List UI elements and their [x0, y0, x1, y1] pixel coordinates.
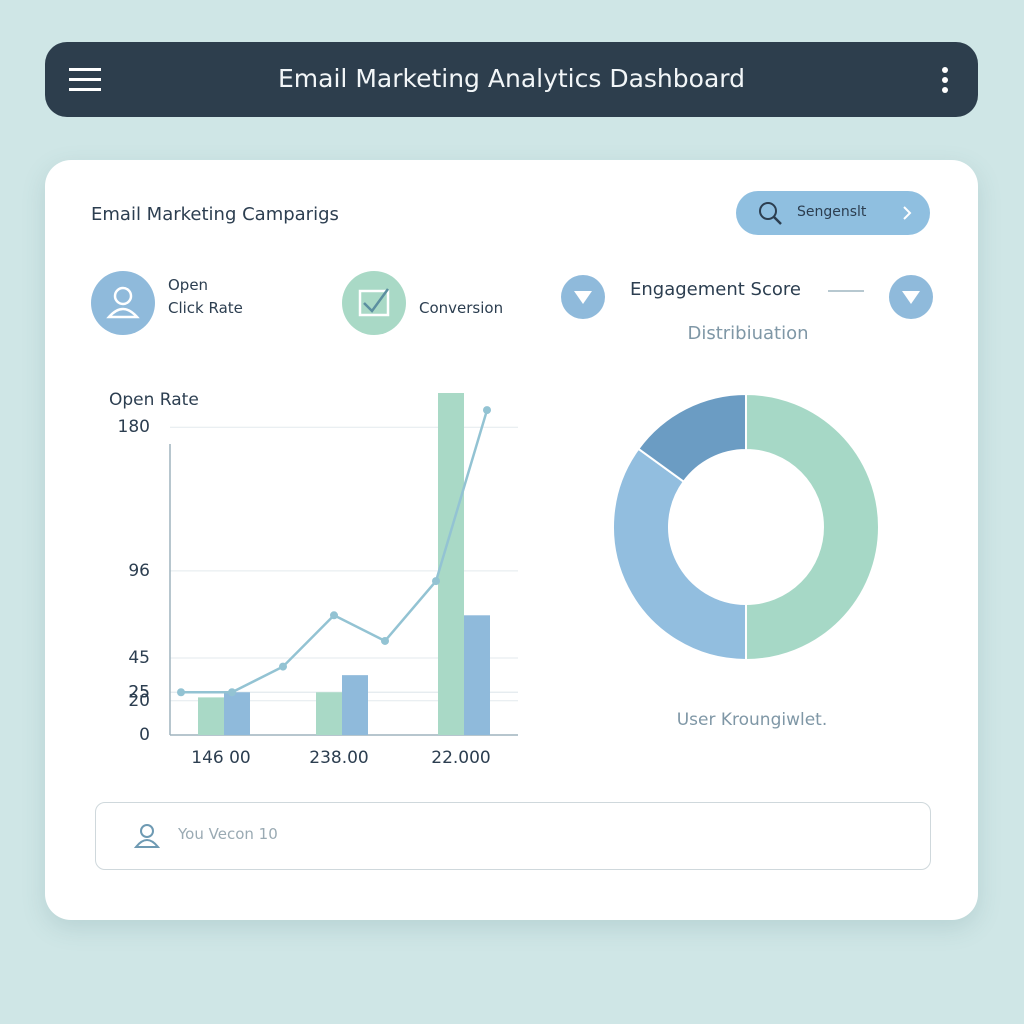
card-title: Email Marketing Camparigs: [91, 204, 339, 225]
metric-label: Conversion: [419, 299, 504, 317]
divider: [828, 290, 864, 292]
dropdown-button[interactable]: [561, 275, 605, 319]
metric-label: Engagement Score: [630, 279, 801, 300]
user-icon: [134, 824, 160, 848]
search-icon: [759, 202, 782, 225]
metric-label: Click Rate: [168, 299, 243, 317]
metric-label: Open: [168, 276, 209, 294]
dropdown-button[interactable]: [889, 275, 933, 319]
text-input[interactable]: You Vecon 10: [95, 802, 931, 870]
input-placeholder: You Vecon 10: [178, 825, 278, 843]
search-button[interactable]: Sengenslt: [736, 191, 930, 235]
menu-icon[interactable]: [69, 68, 103, 92]
header-bar: Email Marketing Analytics Dashboard: [45, 42, 978, 117]
chevron: [903, 206, 912, 220]
check-icon: [342, 271, 406, 335]
search-label: Sengenslt: [797, 204, 867, 220]
user-icon: [91, 271, 155, 335]
more-icon[interactable]: [940, 66, 950, 96]
header-title: Email Marketing Analytics Dashboard: [278, 64, 745, 93]
